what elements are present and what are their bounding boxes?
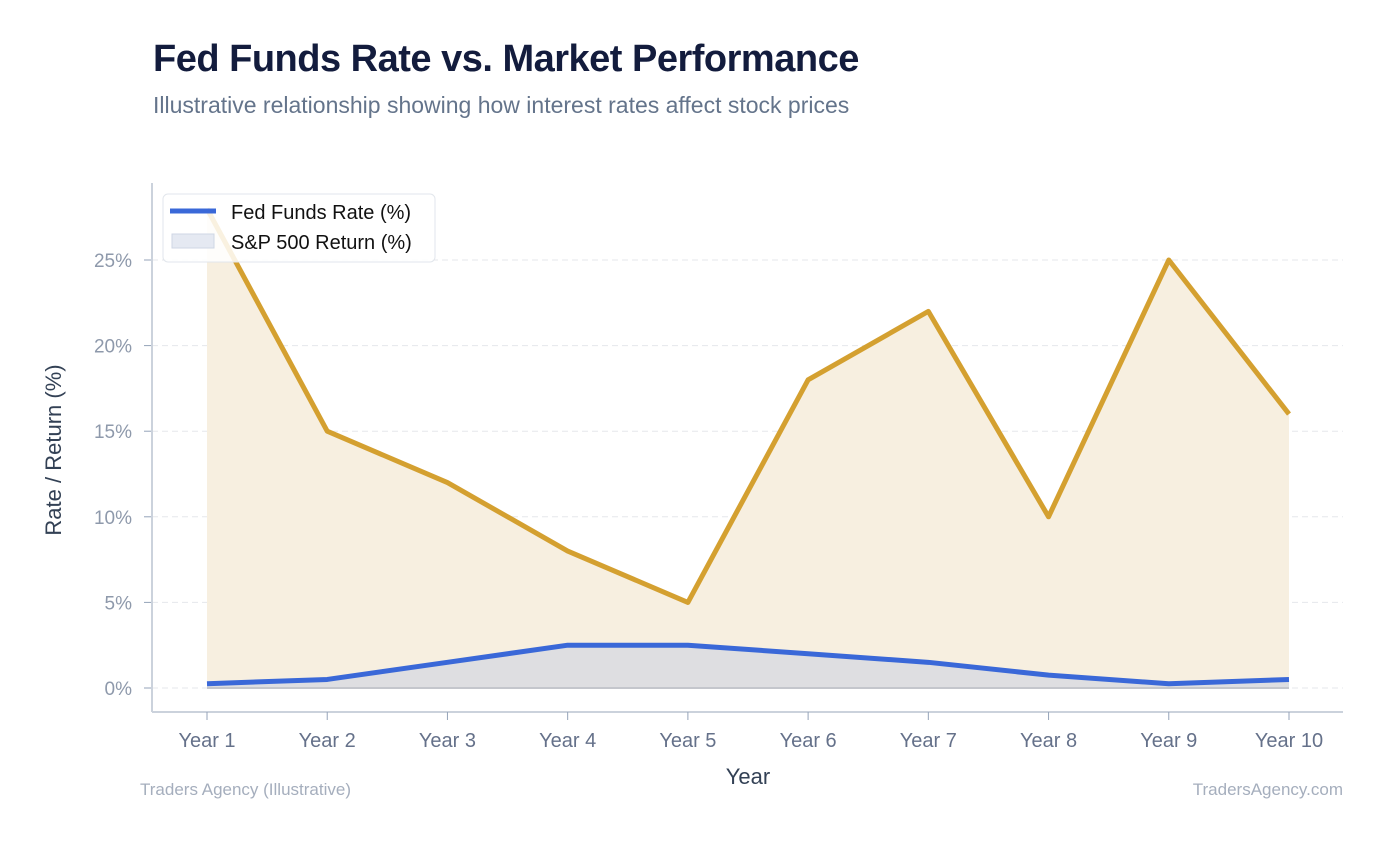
legend-sp500-swatch: [171, 233, 215, 249]
chart-subtitle: Illustrative relationship showing how in…: [153, 92, 850, 118]
footer-source: Traders Agency (Illustrative): [140, 780, 351, 799]
footer-brand: TradersAgency.com: [1192, 780, 1343, 799]
x-axis-label: Year: [726, 764, 770, 789]
x-tick-label: Year 1: [178, 730, 235, 752]
y-axis-label: Rate / Return (%): [41, 364, 66, 535]
area-sp500: [207, 208, 1289, 688]
line-fed-funds: [206, 642, 1290, 687]
x-tick-label: Year 3: [419, 730, 476, 752]
line-sp500: [204, 207, 1291, 605]
x-tick-label: Year 4: [539, 730, 596, 752]
chart-title: Fed Funds Rate vs. Market Performance: [153, 38, 859, 80]
y-tick-label: 5%: [105, 593, 133, 614]
area-fed-funds: [207, 645, 1289, 688]
x-tick-label: Year 2: [299, 730, 356, 752]
legend-fed-funds-label: Fed Funds Rate (%): [231, 202, 411, 224]
y-tick-label: 25%: [94, 251, 132, 272]
legend-sp500-label: S&P 500 Return (%): [231, 232, 412, 254]
y-tick-label: 10%: [94, 508, 132, 529]
y-tick-label: 0%: [105, 679, 133, 700]
legend-box: [162, 193, 436, 263]
y-tick-label: 20%: [94, 337, 132, 358]
x-tick-label: Year 9: [1140, 730, 1197, 752]
y-tick-label: 15%: [94, 422, 132, 443]
x-tick-label: Year 8: [1020, 730, 1077, 752]
x-tick-label: Year 7: [900, 730, 957, 752]
x-tick-label: Year 6: [780, 730, 837, 752]
x-tick-label: Year 5: [659, 730, 716, 752]
x-tick-label: Year 10: [1255, 730, 1323, 752]
